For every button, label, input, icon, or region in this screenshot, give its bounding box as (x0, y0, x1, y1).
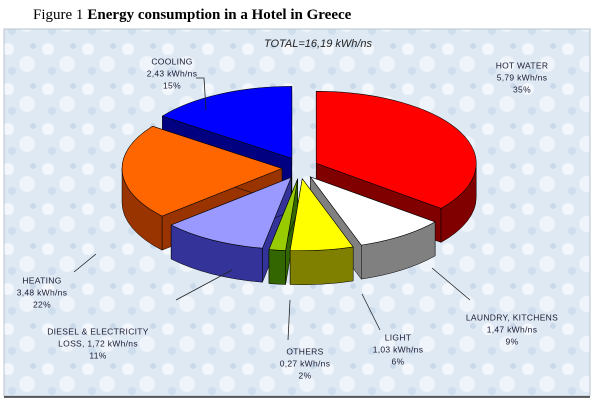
slice-percent-label: 6% (392, 356, 405, 366)
slice-value-label: 0,27 kWh/ns (280, 358, 331, 368)
slice-side (290, 247, 353, 285)
slice-percent-label: 2% (299, 370, 312, 380)
slice-label: DIESEL & ELECTRICITY (47, 326, 149, 336)
slice-value-label: 2,43 kWh/ns (147, 68, 198, 78)
slice-value-label: LOSS, 1,72 kWh/ns (58, 338, 138, 348)
slice-label: OTHERS (286, 346, 323, 356)
slice-percent-label: 11% (89, 350, 106, 360)
slice-label: HOT WATER (496, 60, 549, 70)
slice-side (269, 250, 286, 285)
slice-label: COOLING (151, 56, 192, 66)
slice-percent-label: 35% (513, 84, 531, 94)
slice-value-label: 1,03 kWh/ns (373, 344, 424, 354)
slice-percent-label: 15% (163, 80, 181, 90)
slice-label: HEATING (22, 275, 61, 285)
slice-value-label: 1,47 kWh/ns (487, 324, 538, 334)
slice-value-label: 3,48 kWh/ns (17, 287, 68, 297)
slice-label: LAUNDRY, KITCHENS (466, 312, 558, 322)
chart-title: Energy consumption in a Hotel in Greece (87, 7, 351, 23)
subtitle: TOTAL=16,19 kWh/ns (264, 38, 373, 50)
slice-value-label: 5,79 kWh/ns (497, 72, 548, 82)
slice-percent-label: 22% (33, 299, 51, 309)
slice-label: LIGHT (385, 332, 412, 342)
slice-percent-label: 9% (506, 336, 519, 346)
figure-label: Figure 1 (33, 7, 83, 23)
